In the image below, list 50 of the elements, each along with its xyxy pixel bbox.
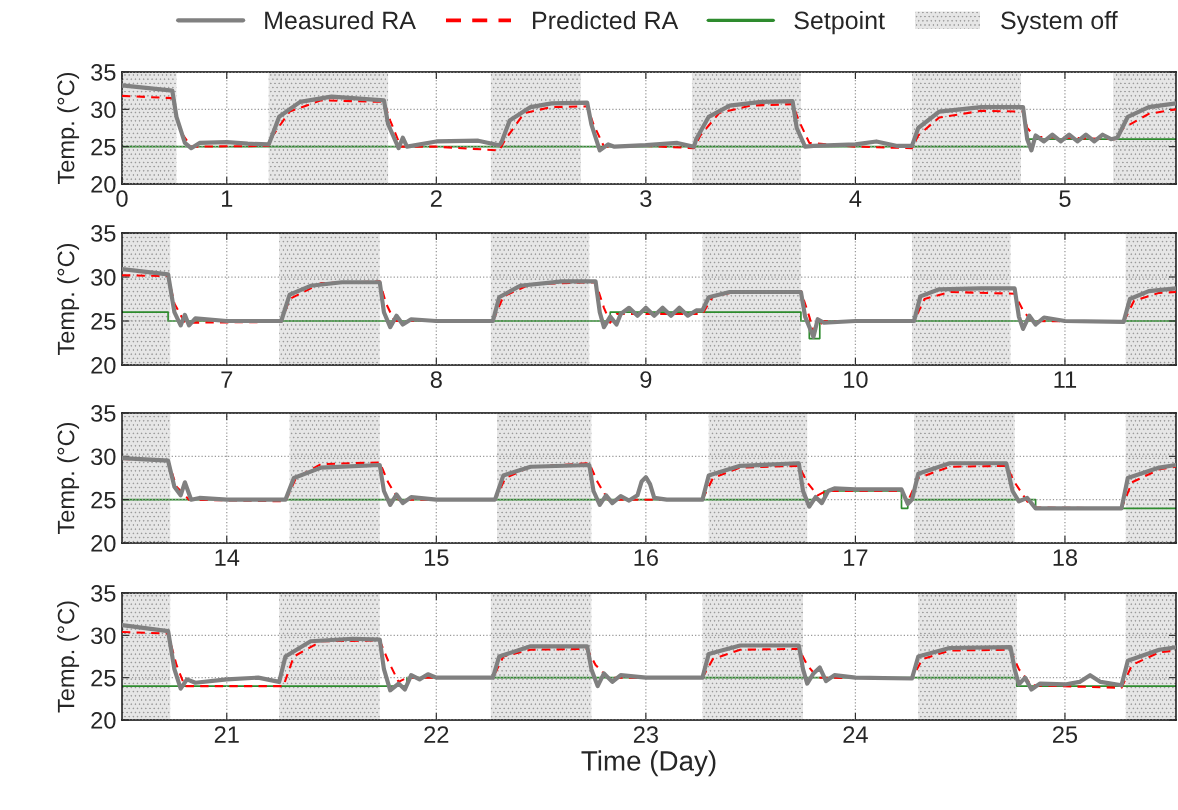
x-tick-label: 9 xyxy=(640,371,652,388)
x-tick-label: 7 xyxy=(221,371,233,388)
y-tick-label: 25 xyxy=(91,491,116,509)
legend-label: Setpoint xyxy=(794,10,885,35)
x-tick-label: 17 xyxy=(844,549,868,566)
y-tick-label: 25 xyxy=(91,138,116,156)
x-tick-label: 25 xyxy=(1053,726,1078,743)
y-axis-title: Temp. (°C) xyxy=(57,243,80,355)
x-tick-label: 4 xyxy=(849,190,862,207)
x-tick-label: 11 xyxy=(1054,371,1077,388)
y-tick-label: 35 xyxy=(91,225,116,242)
line-series xyxy=(122,83,1176,153)
x-tick-label: 22 xyxy=(424,726,449,743)
x-tick-label: 16 xyxy=(634,549,658,566)
y-tick-label: 35 xyxy=(91,585,116,602)
y-axis-title: Temp. (°C) xyxy=(57,601,80,713)
y-tick-label: 35 xyxy=(91,405,116,422)
legend-label: System off xyxy=(1001,10,1118,35)
y-tick-label: 35 xyxy=(91,64,116,81)
line-series xyxy=(122,623,1176,693)
x-tick-label: 18 xyxy=(1053,549,1078,566)
y-tick-label: 20 xyxy=(91,357,116,374)
x-tick-label: 15 xyxy=(424,549,449,566)
x-tick-label: 14 xyxy=(215,549,240,566)
x-axis-title: Time (Day) xyxy=(581,750,716,777)
y-tick-label: 25 xyxy=(91,669,116,687)
y-tick-label: 20 xyxy=(91,712,116,729)
y-tick-label: 25 xyxy=(91,313,116,330)
y-axis-title: Temp. (°C) xyxy=(57,72,80,184)
y-tick-label: 20 xyxy=(91,535,116,552)
line-series xyxy=(122,94,1176,152)
legend-label: Measured RA xyxy=(265,10,416,30)
y-tick-label: 30 xyxy=(91,448,116,466)
x-tick-label: 8 xyxy=(430,371,442,388)
y-tick-label: 20 xyxy=(91,176,116,193)
x-tick-label: 0 xyxy=(116,190,128,207)
x-tick-label: 23 xyxy=(633,726,658,743)
y-tick-label: 30 xyxy=(91,269,116,286)
line-series xyxy=(122,266,1176,339)
x-tick-label: 21 xyxy=(214,726,239,743)
x-tick-label: 10 xyxy=(844,371,868,388)
y-axis-title: Temp. (°C) xyxy=(57,422,80,534)
x-tick-label: 2 xyxy=(430,190,442,207)
x-tick-label: 3 xyxy=(640,190,652,207)
x-tick-label: 5 xyxy=(1059,190,1071,207)
legend-label: Predicted RA xyxy=(533,10,679,30)
x-tick-label: 1 xyxy=(222,190,233,207)
x-tick-label: 24 xyxy=(843,726,868,743)
y-tick-label: 30 xyxy=(91,627,116,645)
y-tick-label: 30 xyxy=(91,101,116,119)
